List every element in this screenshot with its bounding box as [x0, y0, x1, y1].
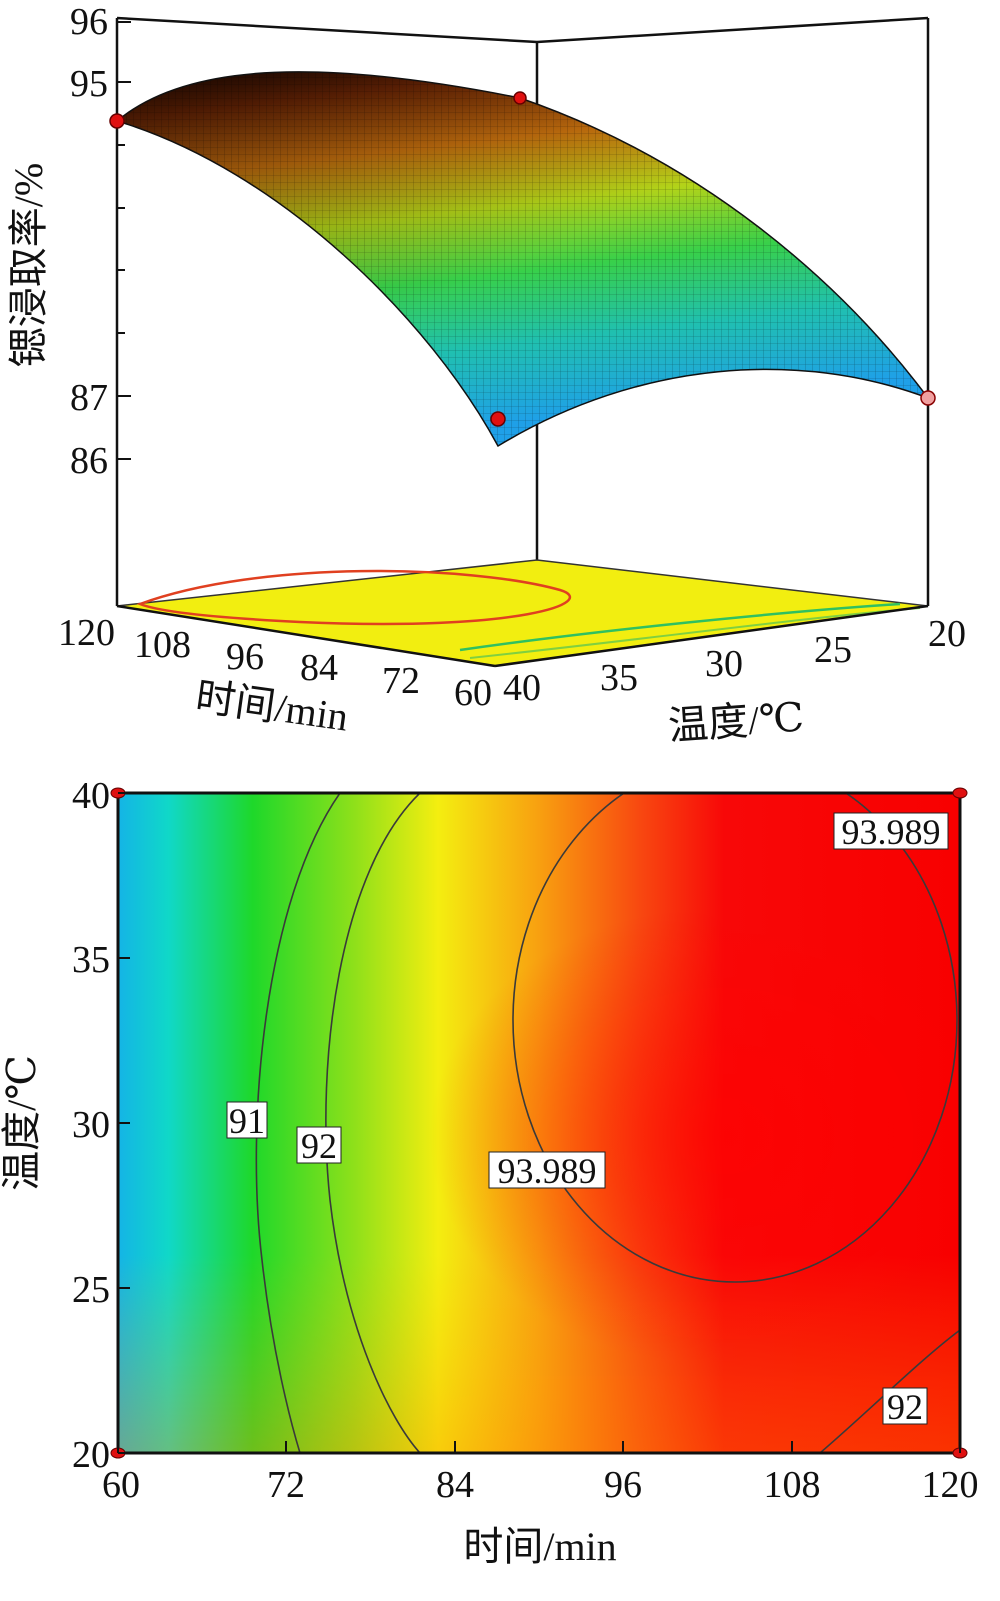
contour-x-axis-title: 时间/min	[463, 1524, 616, 1569]
corner-point	[952, 787, 968, 799]
z-axis-title: 锶浸取率/%	[6, 163, 51, 367]
time-tick-label: 60	[454, 672, 492, 714]
contour-label: 92	[301, 1126, 337, 1166]
x-tick-label: 84	[436, 1464, 474, 1506]
response-surface	[115, 71, 931, 448]
time-tick-label: 120	[58, 612, 115, 654]
time-tick-label: 72	[382, 660, 420, 702]
z-tick-label: 87	[70, 377, 108, 419]
z-axis: 96 95 87 86 锶浸取率/%	[6, 1, 131, 482]
y-tick-label: 20	[72, 1434, 110, 1476]
contour-label: 92	[887, 1387, 923, 1427]
design-point	[109, 113, 125, 129]
contour-line-91	[255, 793, 341, 1453]
x-tick-label: 72	[267, 1464, 305, 1506]
y-tick-label: 35	[72, 939, 110, 981]
temperature-axis: 40 35 30 25 20 温度/℃	[494, 604, 966, 749]
time-tick-label: 96	[226, 636, 264, 678]
z-tick-label: 86	[70, 440, 108, 482]
contour-line-92	[325, 793, 421, 1453]
contour-label: 93.989	[842, 812, 941, 852]
temperature-axis-title: 温度/℃	[667, 694, 806, 748]
contour-y-axis: 40 35 30 25 20 温度/℃	[0, 775, 130, 1476]
temperature-tick-label: 20	[928, 613, 966, 655]
x-tick-label: 60	[102, 1464, 140, 1506]
y-tick-label: 30	[72, 1104, 110, 1146]
time-axis: 120 108 96 84 72 60 时间/min	[58, 604, 496, 740]
design-point	[920, 390, 936, 406]
temperature-tick-label: 40	[503, 667, 541, 709]
x-tick-label: 96	[604, 1464, 642, 1506]
temperature-tick-label: 30	[705, 643, 743, 685]
contour-line-92b	[819, 1329, 960, 1453]
contour-x-axis: 60 72 84 96 108 120 时间/min	[102, 1441, 979, 1569]
contour-y-axis-title: 温度/℃	[0, 1055, 44, 1191]
contour-line-93989	[512, 793, 958, 1283]
contour-label: 93.989	[498, 1151, 597, 1191]
contour-label: 91	[229, 1101, 265, 1141]
y-tick-label: 40	[72, 775, 110, 817]
x-tick-label: 120	[922, 1464, 979, 1506]
time-tick-label: 108	[134, 624, 191, 666]
surface-plot: 96 95 87 86 锶浸取率/%	[6, 1, 966, 749]
x-tick-label: 108	[764, 1464, 821, 1506]
temperature-tick-label: 35	[600, 657, 638, 699]
z-tick-label: 96	[70, 1, 108, 43]
time-tick-label: 84	[300, 647, 338, 689]
design-point	[490, 411, 506, 427]
temperature-tick-label: 25	[814, 629, 852, 671]
design-point	[513, 91, 527, 105]
design-points	[109, 91, 936, 427]
z-tick-label: 95	[70, 63, 108, 105]
y-tick-label: 25	[72, 1269, 110, 1311]
contour-labels: 91 92 92 93.989 93.989	[226, 812, 949, 1427]
contour-plot: 91 92 92 93.989 93.989 40 35 30 25 20	[0, 775, 979, 1569]
